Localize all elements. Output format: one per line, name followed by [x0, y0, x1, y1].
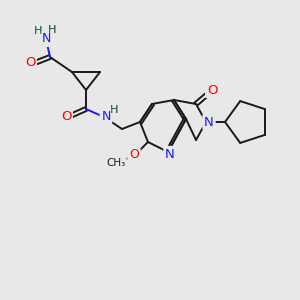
Text: H: H	[48, 25, 56, 35]
Text: O: O	[61, 110, 71, 122]
Text: O: O	[207, 83, 217, 97]
Text: N: N	[165, 148, 175, 160]
Text: H: H	[34, 26, 42, 36]
Text: O: O	[25, 56, 35, 70]
Text: N: N	[204, 116, 214, 128]
Text: O: O	[129, 148, 139, 161]
Text: N: N	[101, 110, 111, 122]
Text: O: O	[129, 148, 139, 161]
Text: H: H	[34, 26, 42, 36]
Text: H: H	[48, 25, 56, 35]
Text: O: O	[61, 110, 71, 122]
Text: H: H	[110, 105, 118, 115]
Text: O: O	[25, 56, 35, 70]
Text: N: N	[41, 32, 51, 46]
Text: N: N	[165, 148, 175, 160]
Text: N: N	[41, 32, 51, 46]
Text: N: N	[204, 116, 214, 128]
Text: H: H	[110, 105, 118, 115]
Text: O: O	[207, 83, 217, 97]
Text: CH₃: CH₃	[106, 158, 126, 168]
Text: N: N	[101, 110, 111, 122]
